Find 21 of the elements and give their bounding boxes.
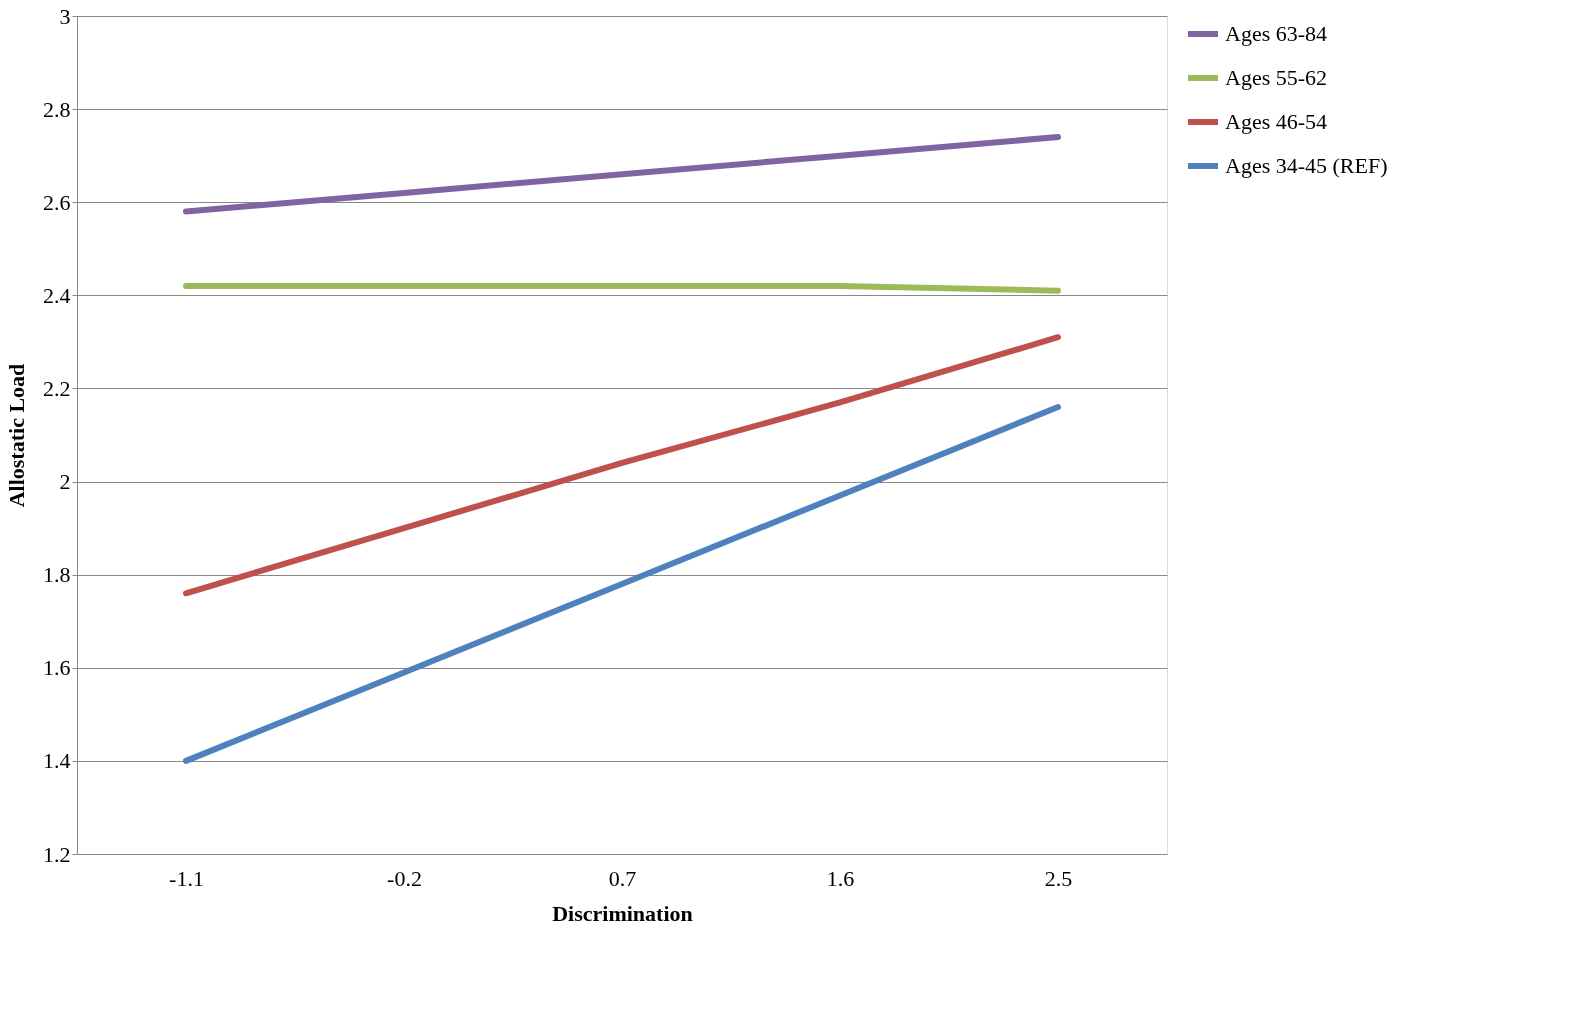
y-tick-label: 2.8	[43, 96, 71, 122]
x-tick-label: -0.2	[387, 865, 422, 891]
y-axis-title: Allostatic Load	[4, 363, 29, 508]
y-tick-label: 2.6	[43, 189, 71, 215]
legend-label: Ages 46-54	[1225, 109, 1328, 134]
y-tick-label: 1.8	[43, 562, 71, 588]
y-tick-label: 1.2	[43, 841, 71, 867]
y-tick-label: 2	[59, 469, 71, 495]
x-tick-label: 1.6	[826, 865, 855, 891]
x-tick-label: 2.5	[1044, 865, 1073, 891]
y-tick-label: 1.6	[43, 655, 71, 681]
y-tick-label: 2.2	[43, 375, 71, 401]
x-axis-title: Discrimination	[552, 900, 693, 926]
y-tick-label: 3	[59, 3, 71, 29]
x-tick-label: 0.7	[608, 865, 637, 891]
y-tick-label: 2.4	[43, 282, 71, 308]
legend-label: Ages 34-45 (REF)	[1225, 153, 1388, 178]
legend-label: Ages 63-84	[1225, 21, 1328, 46]
x-tick-label: -1.1	[169, 865, 204, 891]
legend-label: Ages 55-62	[1225, 65, 1328, 90]
y-tick-label: 1.4	[43, 748, 71, 774]
